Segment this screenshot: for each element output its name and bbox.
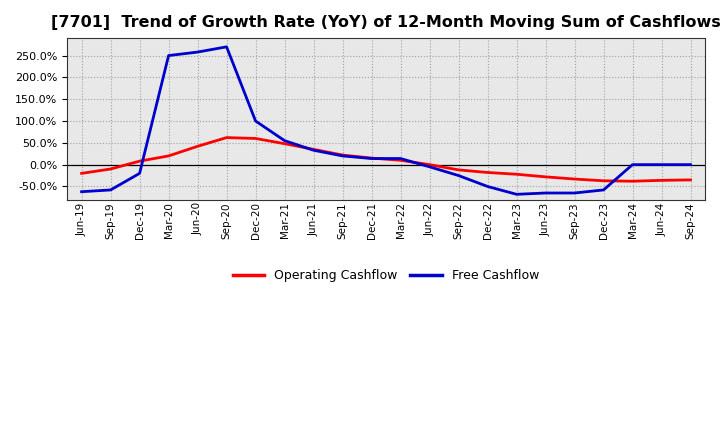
Operating Cashflow <box>367 155 376 161</box>
Operating Cashflow <box>628 179 636 184</box>
Operating Cashflow <box>657 178 666 183</box>
Operating Cashflow <box>426 162 434 167</box>
Free Cashflow <box>628 162 636 167</box>
Free Cashflow <box>193 49 202 55</box>
Free Cashflow <box>280 138 289 143</box>
Free Cashflow <box>454 173 463 178</box>
Legend: Operating Cashflow, Free Cashflow: Operating Cashflow, Free Cashflow <box>228 264 544 287</box>
Operating Cashflow <box>222 135 231 140</box>
Free Cashflow <box>135 171 144 176</box>
Operating Cashflow <box>541 174 550 180</box>
Operating Cashflow <box>512 172 521 177</box>
Free Cashflow <box>570 191 579 196</box>
Operating Cashflow <box>483 170 492 175</box>
Free Cashflow <box>164 53 173 58</box>
Operating Cashflow <box>454 167 463 172</box>
Free Cashflow <box>222 44 231 49</box>
Free Cashflow <box>251 118 260 124</box>
Operating Cashflow <box>107 166 115 172</box>
Title: [7701]  Trend of Growth Rate (YoY) of 12-Month Moving Sum of Cashflows: [7701] Trend of Growth Rate (YoY) of 12-… <box>51 15 720 30</box>
Free Cashflow <box>77 189 86 194</box>
Operating Cashflow <box>599 178 608 183</box>
Operating Cashflow <box>686 177 695 183</box>
Free Cashflow <box>396 156 405 161</box>
Free Cashflow <box>686 162 695 167</box>
Free Cashflow <box>512 192 521 197</box>
Line: Operating Cashflow: Operating Cashflow <box>81 138 690 181</box>
Operating Cashflow <box>309 147 318 152</box>
Free Cashflow <box>657 162 666 167</box>
Operating Cashflow <box>570 176 579 182</box>
Free Cashflow <box>309 147 318 153</box>
Operating Cashflow <box>251 136 260 141</box>
Operating Cashflow <box>338 152 347 158</box>
Free Cashflow <box>107 187 115 193</box>
Operating Cashflow <box>77 171 86 176</box>
Free Cashflow <box>541 191 550 196</box>
Line: Free Cashflow: Free Cashflow <box>81 47 690 194</box>
Free Cashflow <box>599 187 608 193</box>
Operating Cashflow <box>193 144 202 149</box>
Free Cashflow <box>338 153 347 158</box>
Free Cashflow <box>367 156 376 161</box>
Operating Cashflow <box>396 158 405 163</box>
Operating Cashflow <box>135 158 144 164</box>
Operating Cashflow <box>164 153 173 158</box>
Free Cashflow <box>483 184 492 189</box>
Free Cashflow <box>426 164 434 169</box>
Operating Cashflow <box>280 141 289 147</box>
